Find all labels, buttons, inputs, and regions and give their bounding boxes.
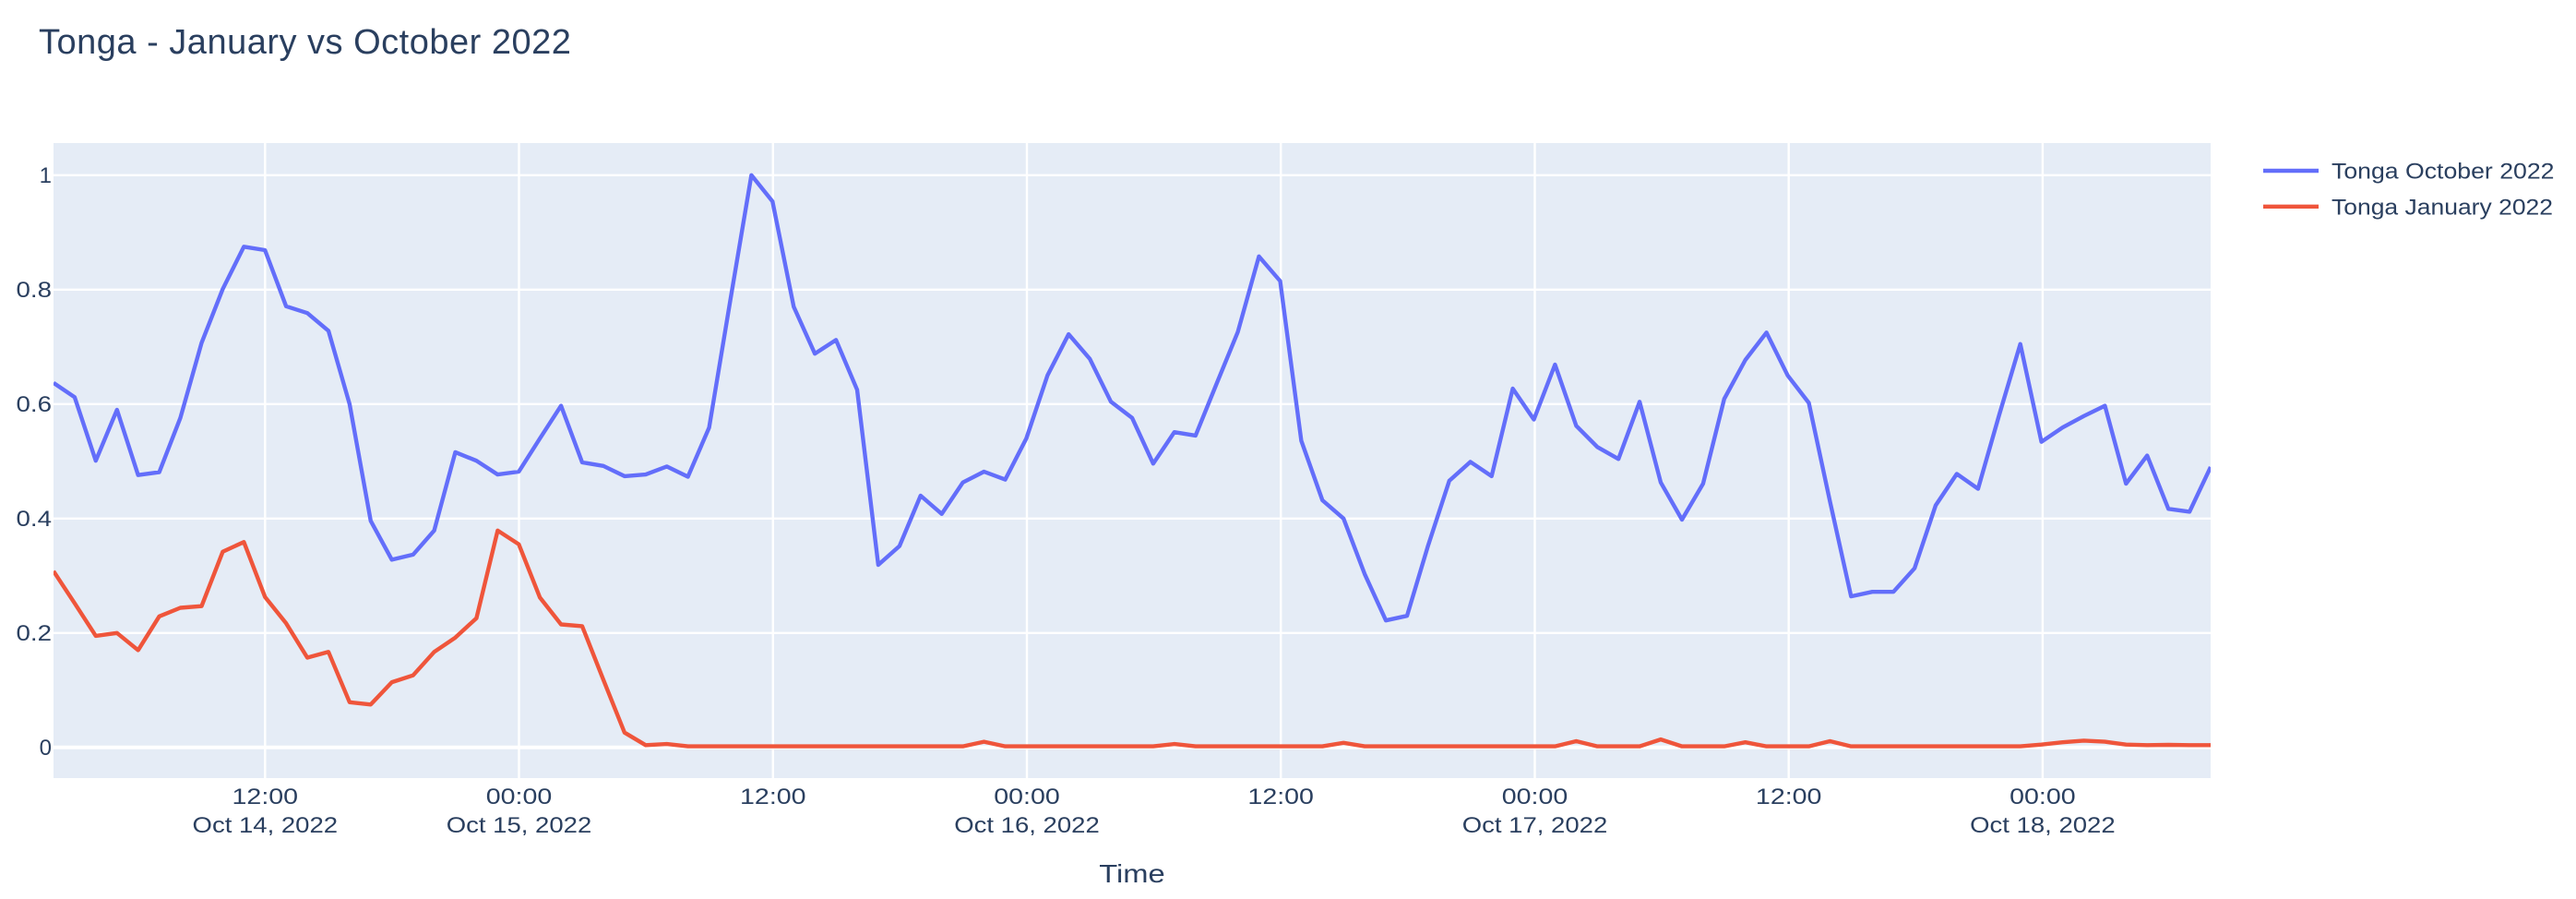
svg-text:Tonga October 2022: Tonga October 2022 [2332, 160, 2555, 185]
svg-text:12:00: 12:00 [233, 785, 299, 809]
svg-text:12:00: 12:00 [1247, 785, 1314, 809]
svg-text:Oct 16, 2022: Oct 16, 2022 [954, 813, 1100, 838]
svg-text:Oct 17, 2022: Oct 17, 2022 [1462, 813, 1608, 838]
svg-text:0.2: 0.2 [17, 621, 53, 646]
svg-text:Time: Time [1099, 859, 1165, 888]
svg-text:12:00: 12:00 [740, 785, 806, 809]
svg-text:Oct 18, 2022: Oct 18, 2022 [1970, 813, 2116, 838]
svg-text:00:00: 00:00 [486, 785, 553, 809]
svg-text:Tonga January 2022: Tonga January 2022 [2332, 195, 2553, 220]
svg-text:1: 1 [40, 163, 52, 188]
svg-text:00:00: 00:00 [1502, 785, 1568, 809]
svg-text:0.8: 0.8 [17, 278, 53, 303]
svg-text:0: 0 [40, 736, 52, 761]
svg-text:Oct 15, 2022: Oct 15, 2022 [447, 813, 592, 838]
svg-text:00:00: 00:00 [2010, 785, 2076, 809]
svg-text:12:00: 12:00 [1756, 785, 1822, 809]
svg-text:0.6: 0.6 [17, 392, 53, 417]
svg-text:Oct 14, 2022: Oct 14, 2022 [193, 813, 339, 838]
svg-text:00:00: 00:00 [994, 785, 1060, 809]
svg-text:0.4: 0.4 [17, 507, 53, 532]
svg-text:Tonga - January vs October 202: Tonga - January vs October 2022 [39, 23, 571, 62]
